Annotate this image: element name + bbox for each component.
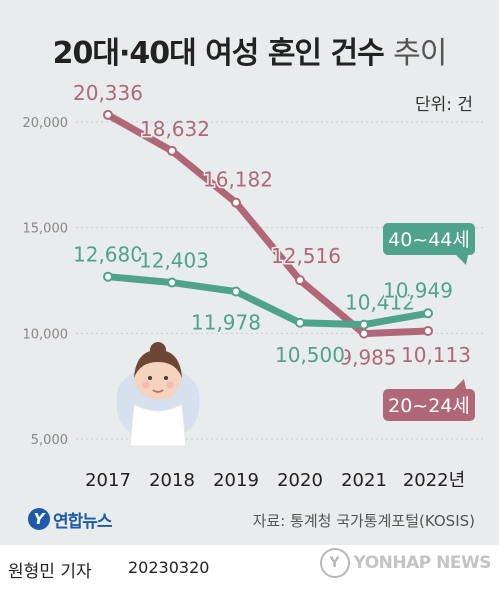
x-tick-label: 2021 xyxy=(341,470,387,491)
data-point xyxy=(295,317,305,328)
x-tick-label: 2017 xyxy=(85,470,131,491)
x-tick-label: 2022년 xyxy=(403,470,465,491)
series-name: 40~44세 xyxy=(388,229,470,251)
series-line xyxy=(104,111,432,338)
data-point xyxy=(359,328,369,339)
data-label: 16,182 xyxy=(203,168,273,192)
data-label: 11,978 xyxy=(191,311,261,335)
chart-title: 20대·40대 여성 혼인 건수 추이 xyxy=(0,28,499,72)
x-tick-label: 2018 xyxy=(149,470,195,491)
data-label: 12,403 xyxy=(139,249,209,273)
data-label: 10,412 xyxy=(345,291,415,315)
data-label: 10,113 xyxy=(401,343,471,367)
watermark: Y YONHAP NEWS xyxy=(319,548,492,578)
series-name: 20~24세 xyxy=(388,395,470,417)
series-tag-pointer xyxy=(454,379,466,389)
unit-label: 단위: 건 xyxy=(414,95,473,115)
y-tick-label: 20,000 xyxy=(23,116,69,131)
data-point xyxy=(167,277,177,288)
data-label: 10,500 xyxy=(275,343,345,367)
logo-mark-icon: Y xyxy=(28,508,50,530)
title-light: 추이 xyxy=(393,36,447,71)
data-point xyxy=(423,325,433,336)
series-tag xyxy=(383,223,475,255)
logo-name: 연합뉴스 xyxy=(53,511,113,532)
x-tick-label: 2019 xyxy=(213,470,259,491)
data-point xyxy=(231,286,241,297)
bride-illustration xyxy=(116,342,200,447)
data-label: 10,949 xyxy=(383,278,453,302)
series-tag-pointer xyxy=(456,255,468,265)
data-label: 20,336 xyxy=(73,81,143,105)
title-main: 20대·40대 여성 혼인 건수 xyxy=(52,36,385,71)
watermark-logo-icon: Y xyxy=(319,548,350,578)
x-tick-label: 2020 xyxy=(277,470,323,491)
data-point xyxy=(167,145,177,156)
y-tick-label: 15,000 xyxy=(23,222,69,237)
data-label: 18,632 xyxy=(140,117,210,141)
yonhap-logo: Y 연합뉴스 xyxy=(28,506,113,532)
data-point xyxy=(359,319,369,330)
data-label: 12,516 xyxy=(271,244,341,268)
data-point xyxy=(103,109,113,120)
data-label: 9,985 xyxy=(339,346,396,370)
watermark-text: YONHAP NEWS xyxy=(353,553,492,573)
line-chart: 5,000 10,000 15,000 20,000 20,336 18,632 16,1… xyxy=(23,79,486,491)
data-point xyxy=(423,308,433,319)
chart-panel xyxy=(0,0,499,545)
y-tick-label: 10,000 xyxy=(23,327,69,342)
y-tick-label: 5,000 xyxy=(31,433,68,448)
series-tag xyxy=(383,389,475,421)
series-line xyxy=(104,273,432,329)
data-label: 12,680 xyxy=(73,243,143,267)
data-point xyxy=(295,275,305,286)
data-point xyxy=(231,197,241,208)
footer-bar: 원형민 기자 20230320 Y YONHAP NEWS xyxy=(0,545,499,589)
author-name: 원형민 기자 xyxy=(8,562,92,582)
source-note: 자료: 통계청 국가통계포털(KOSIS) xyxy=(252,512,475,530)
publish-date: 20230320 xyxy=(128,558,210,577)
data-point xyxy=(103,271,113,282)
